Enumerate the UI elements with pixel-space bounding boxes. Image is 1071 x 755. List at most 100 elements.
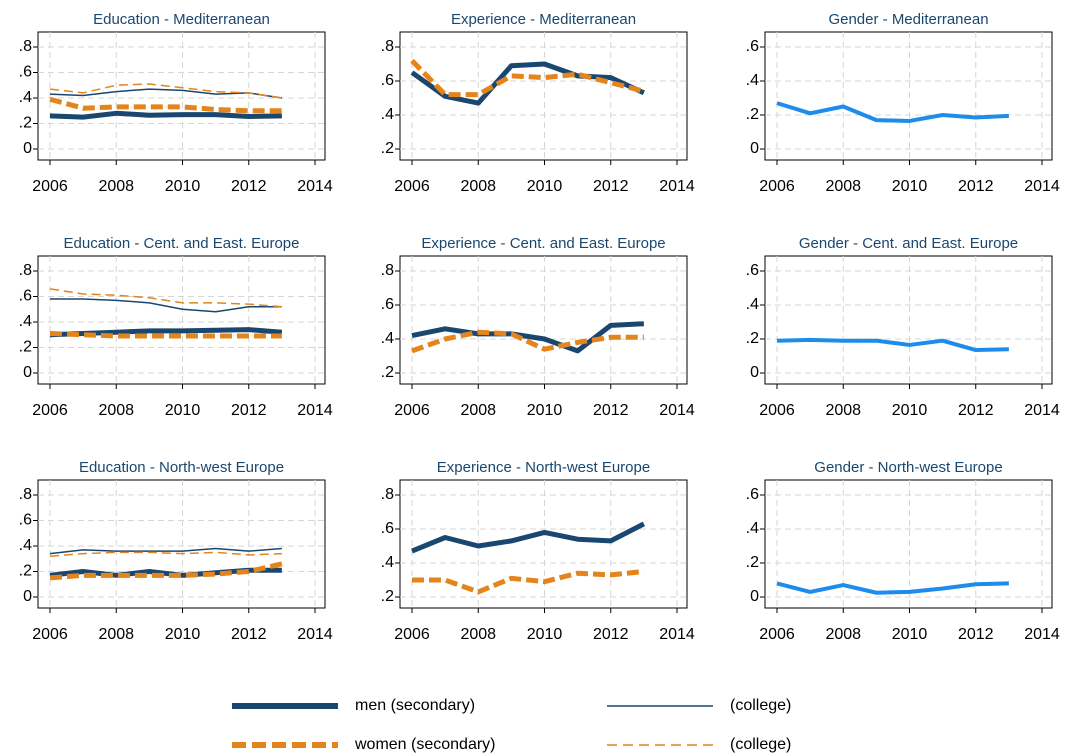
x-tick-label: 2014 [659,402,695,419]
y-tick-label: .2 [19,115,32,132]
x-tick-label: 2014 [297,626,333,643]
x-tick-label: 2006 [394,178,430,195]
series-line [412,569,645,595]
x-tick-label: 2014 [1024,626,1060,643]
x-tick-label: 2008 [98,178,134,195]
x-tick-label: 2012 [231,402,267,419]
x-tick-label: 2010 [892,402,928,419]
y-tick-label: .6 [381,520,394,537]
legend-label: men (secondary) [355,697,475,714]
y-tick-label: .4 [381,554,394,571]
series-line [49,88,282,99]
x-tick-label: 2006 [394,626,430,643]
x-tick-label: 2014 [297,402,333,419]
x-tick-label: 2008 [825,178,861,195]
y-tick-label: .8 [19,38,32,55]
series-line [49,288,282,308]
chart-title: Gender - North-west Europe [814,459,1002,476]
x-tick-label: 2008 [460,626,496,643]
legend-label: (college) [730,736,791,753]
y-tick-label: .6 [746,262,759,279]
x-tick-label: 2006 [759,402,795,419]
y-tick-label: .2 [19,563,32,580]
x-tick-label: 2008 [98,626,134,643]
y-tick-label: .4 [381,106,394,123]
y-tick-label: .8 [381,262,394,279]
chart-title: Education - Cent. and East. Europe [64,235,300,252]
x-tick-label: 2012 [593,178,629,195]
legend-label: women (secondary) [354,736,496,753]
x-tick-label: 2010 [165,402,201,419]
y-tick-label: .6 [19,512,32,529]
chart-title: Experience - Mediterranean [451,11,636,28]
series-line [49,110,282,120]
y-tick-label: .8 [381,38,394,55]
y-tick-label: .8 [19,486,32,503]
series-line [49,96,282,114]
x-tick-label: 2014 [659,178,695,195]
chart-title: Experience - North-west Europe [437,459,650,476]
x-tick-label: 2010 [527,626,563,643]
x-tick-label: 2010 [892,626,928,643]
x-tick-label: 2006 [759,626,795,643]
plot-frame [399,479,688,609]
x-tick-label: 2006 [759,178,795,195]
x-tick-label: 2010 [165,626,201,643]
x-tick-label: 2008 [460,178,496,195]
x-tick-label: 2008 [825,626,861,643]
plot-frame [37,479,326,609]
y-tick-label: .4 [19,537,32,554]
series-line [410,61,645,106]
y-tick-label: 0 [23,140,32,157]
x-tick-label: 2012 [593,402,629,419]
series-line [411,329,644,354]
x-tick-label: 2012 [231,178,267,195]
series-line [49,551,282,557]
y-tick-label: .8 [19,262,32,279]
x-tick-label: 2012 [231,626,267,643]
series-line [411,321,645,354]
series-line [49,83,282,99]
x-tick-label: 2014 [1024,402,1060,419]
y-tick-label: .4 [746,296,759,313]
series-line [776,101,1009,123]
y-tick-label: .2 [746,554,759,571]
x-tick-label: 2006 [32,626,68,643]
y-tick-label: .6 [19,288,32,305]
plot-frame [37,31,326,161]
series-line [776,337,1009,353]
y-tick-label: .4 [746,72,759,89]
y-tick-label: .4 [746,520,759,537]
y-tick-label: .4 [19,89,32,106]
y-tick-label: .2 [19,339,32,356]
x-tick-label: 2010 [892,178,928,195]
y-tick-label: .6 [381,296,394,313]
x-tick-label: 2010 [165,178,201,195]
plot-frame [764,31,1053,161]
x-tick-label: 2014 [1024,178,1060,195]
y-tick-label: .2 [381,364,394,381]
series-line [776,581,1009,595]
x-tick-label: 2012 [958,402,994,419]
plot-frame [37,255,326,385]
series-line [50,298,282,313]
plot-frame [764,479,1053,609]
series-line [49,330,282,339]
y-tick-label: .6 [19,64,32,81]
series-line [49,547,282,555]
series-line [410,58,645,98]
y-tick-label: .2 [381,588,394,605]
y-tick-label: 0 [23,364,32,381]
series-line [49,561,283,581]
y-tick-label: .8 [381,486,394,503]
chart-title: Gender - Cent. and East. Europe [799,235,1018,252]
y-tick-label: .2 [381,140,394,157]
y-tick-label: 0 [23,588,32,605]
y-tick-label: .6 [746,486,759,503]
chart-title: Gender - Mediterranean [828,11,988,28]
x-tick-label: 2008 [98,402,134,419]
chart-title: Education - Mediterranean [93,11,270,28]
x-tick-label: 2010 [527,402,563,419]
y-tick-label: 0 [750,588,759,605]
